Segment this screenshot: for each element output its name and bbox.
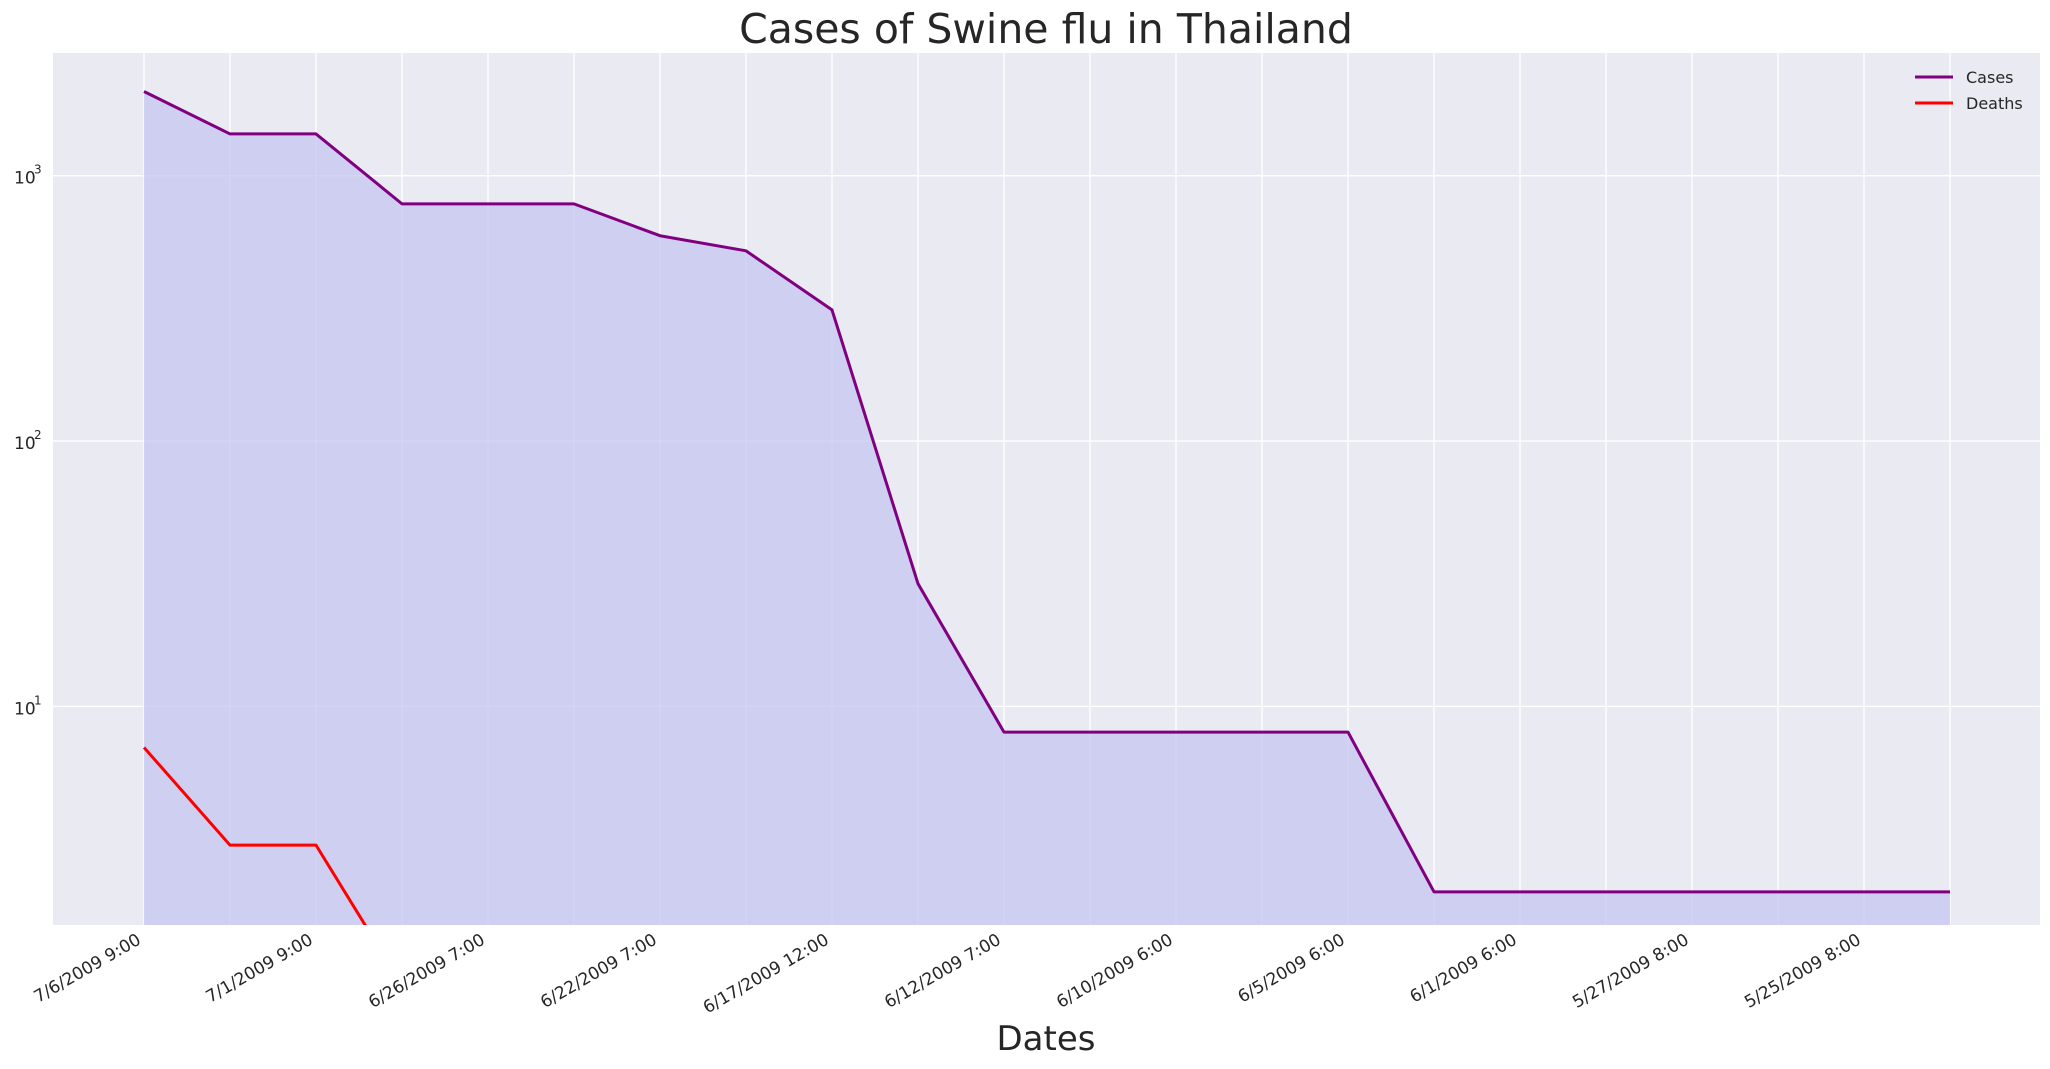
x-tick-label: 5/25/2009 8:00	[1741, 930, 1864, 1013]
y-tick-exponent: 3	[34, 163, 42, 177]
x-tick-labels: 7/6/2009 9:00 7/1/2009 9:00 6/26/2009 7:00…	[31, 930, 1865, 1018]
y-tick-label: 10	[14, 169, 36, 189]
x-tick-label: 7/1/2009 9:00	[203, 930, 317, 1007]
x-tick-label: 6/26/2009 7:00	[365, 930, 488, 1013]
x-tick-label: 7/6/2009 9:00	[31, 930, 145, 1007]
x-tick-label: 6/1/2009 6:00	[1407, 930, 1521, 1007]
series-lines	[142, 90, 1950, 925]
legend: Cases Deaths	[1915, 68, 2023, 113]
x-tick-label: 6/17/2009 12:00	[700, 930, 833, 1018]
legend-label-cases: Cases	[1966, 68, 2014, 87]
series-line-cases	[143, 90, 1950, 894]
cases-area-fill	[144, 91, 1950, 925]
x-tick-label: 6/10/2009 6:00	[1053, 930, 1176, 1013]
y-tick-exponent: 1	[34, 693, 42, 707]
legend-label-deaths: Deaths	[1966, 94, 2023, 113]
x-tick-label: 6/12/2009 7:00	[881, 930, 1004, 1013]
x-axis-label: Dates	[997, 1019, 1096, 1059]
y-tick-label: 10	[14, 434, 36, 454]
x-tick-label: 5/27/2009 8:00	[1569, 930, 1692, 1013]
chart-title: Cases of Swine flu in Thailand	[739, 5, 1353, 53]
y-tick-exponent: 2	[34, 428, 42, 442]
y-tick-label: 10	[14, 699, 36, 719]
x-tick-label: 6/22/2009 7:00	[537, 930, 660, 1013]
x-tick-label: 6/5/2009 6:00	[1235, 930, 1349, 1007]
